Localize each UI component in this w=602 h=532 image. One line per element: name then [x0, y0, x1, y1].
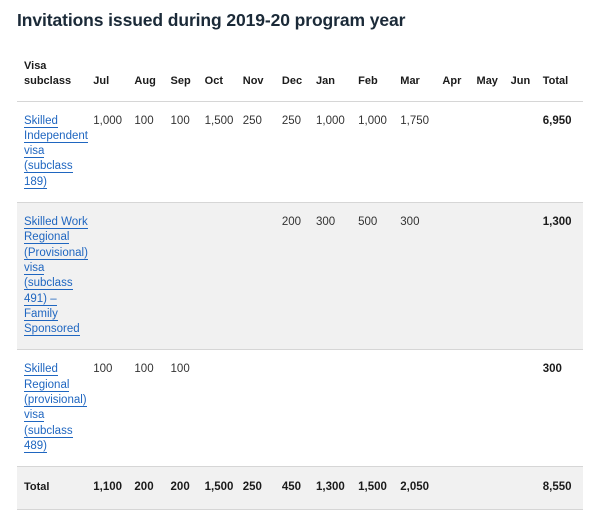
- header-mar: Mar: [400, 52, 443, 102]
- table-cell: 200: [134, 481, 154, 494]
- table-cell: [477, 203, 511, 350]
- table-cell: [442, 350, 476, 467]
- table-cell: [93, 203, 134, 350]
- table-cell: [511, 101, 543, 202]
- table-cell: 100: [170, 363, 190, 376]
- table-cell: 1,000: [93, 114, 123, 127]
- table-cell: [171, 203, 205, 350]
- table-header-row: Visa subclass Jul Aug Sep Oct Nov Dec Ja…: [17, 52, 583, 102]
- table-cell: [442, 467, 476, 509]
- header-total: Total: [542, 52, 583, 102]
- table-cell: [477, 467, 511, 509]
- table-cell: [205, 350, 243, 467]
- table-cell: 1,100: [93, 481, 123, 494]
- row-label-cell: Skilled Independent visa (subclass 189): [17, 101, 93, 202]
- table-row: Skilled Regional (provisional) visa (sub…: [17, 350, 583, 467]
- table-total-row: Total 1,100 200 200 1,500 250 450 1,300 …: [17, 466, 583, 510]
- table-cell: 1,500: [204, 481, 234, 494]
- table-cell: [511, 203, 543, 350]
- table-cell: [316, 350, 358, 467]
- header-jun: Jun: [510, 52, 543, 102]
- header-dec: Dec: [281, 52, 316, 102]
- header-visa-subclass: Visa subclass: [17, 52, 94, 102]
- table-cell: 500: [358, 216, 378, 229]
- header-jul: Jul: [93, 52, 135, 102]
- table-cell: [358, 350, 400, 467]
- table-cell: [400, 350, 442, 467]
- table-cell: 100: [134, 114, 154, 127]
- table-cell: 100: [134, 363, 154, 376]
- row-total-cell: 1,300: [542, 216, 572, 229]
- table-cell: 450: [281, 481, 302, 494]
- table-cell: [477, 101, 511, 202]
- row-total-cell: 6,950: [542, 114, 572, 127]
- table-cell: 250: [281, 114, 302, 127]
- table-cell: 1,000: [358, 114, 387, 127]
- table-row: Skilled Work Regional (Provisional) visa…: [17, 202, 583, 350]
- table-cell: 1,500: [358, 481, 387, 494]
- table-cell: [243, 203, 282, 350]
- table-cell: [205, 203, 243, 350]
- table-cell: 300: [400, 216, 420, 229]
- header-jan: Jan: [316, 52, 359, 102]
- table-cell: 1,500: [204, 114, 234, 127]
- total-row-label: Total: [24, 481, 50, 494]
- table-cell: 2,050: [400, 481, 430, 494]
- grand-total-cell: 8,550: [542, 481, 572, 494]
- row-label-cell: Skilled Work Regional (Provisional) visa…: [17, 203, 93, 350]
- table-cell: 100: [93, 363, 113, 376]
- header-nov: Nov: [242, 52, 282, 102]
- header-may: May: [476, 52, 511, 102]
- table-cell: 1,300: [316, 481, 345, 494]
- table-cell: 250: [242, 481, 262, 494]
- visa-189-link[interactable]: Skilled Independent visa (subclass 189): [24, 114, 88, 189]
- header-apr: Apr: [442, 52, 477, 102]
- page-title: Invitations issued during 2019-20 progra…: [17, 10, 406, 30]
- table-cell: [511, 467, 543, 509]
- table-cell: 1,000: [316, 114, 345, 127]
- table-cell: [442, 203, 476, 350]
- table-cell: 200: [281, 216, 302, 229]
- table-cell: 200: [170, 481, 190, 494]
- table-cell: 250: [242, 114, 262, 127]
- table-cell: [243, 350, 282, 467]
- invitations-table: Visa subclass Jul Aug Sep Oct Nov Dec Ja…: [17, 52, 583, 510]
- visa-489-link[interactable]: Skilled Regional (provisional) visa (sub…: [24, 363, 87, 453]
- table-row: Skilled Independent visa (subclass 189) …: [17, 101, 583, 203]
- header-sep: Sep: [170, 52, 205, 102]
- visa-491-link[interactable]: Skilled Work Regional (Provisional) visa…: [24, 216, 88, 337]
- table-cell: [282, 350, 316, 467]
- header-aug: Aug: [134, 52, 171, 102]
- header-oct: Oct: [204, 52, 243, 102]
- header-feb: Feb: [358, 52, 401, 102]
- row-label-cell: Skilled Regional (provisional) visa (sub…: [17, 350, 93, 467]
- table-cell: 1,750: [400, 114, 430, 127]
- table-cell: [442, 101, 476, 202]
- table-cell: [511, 350, 543, 467]
- table-cell: 300: [316, 216, 336, 229]
- row-total-cell: 300: [542, 363, 562, 376]
- table-cell: [477, 350, 511, 467]
- table-cell: [134, 203, 170, 350]
- table-cell: 100: [170, 114, 190, 127]
